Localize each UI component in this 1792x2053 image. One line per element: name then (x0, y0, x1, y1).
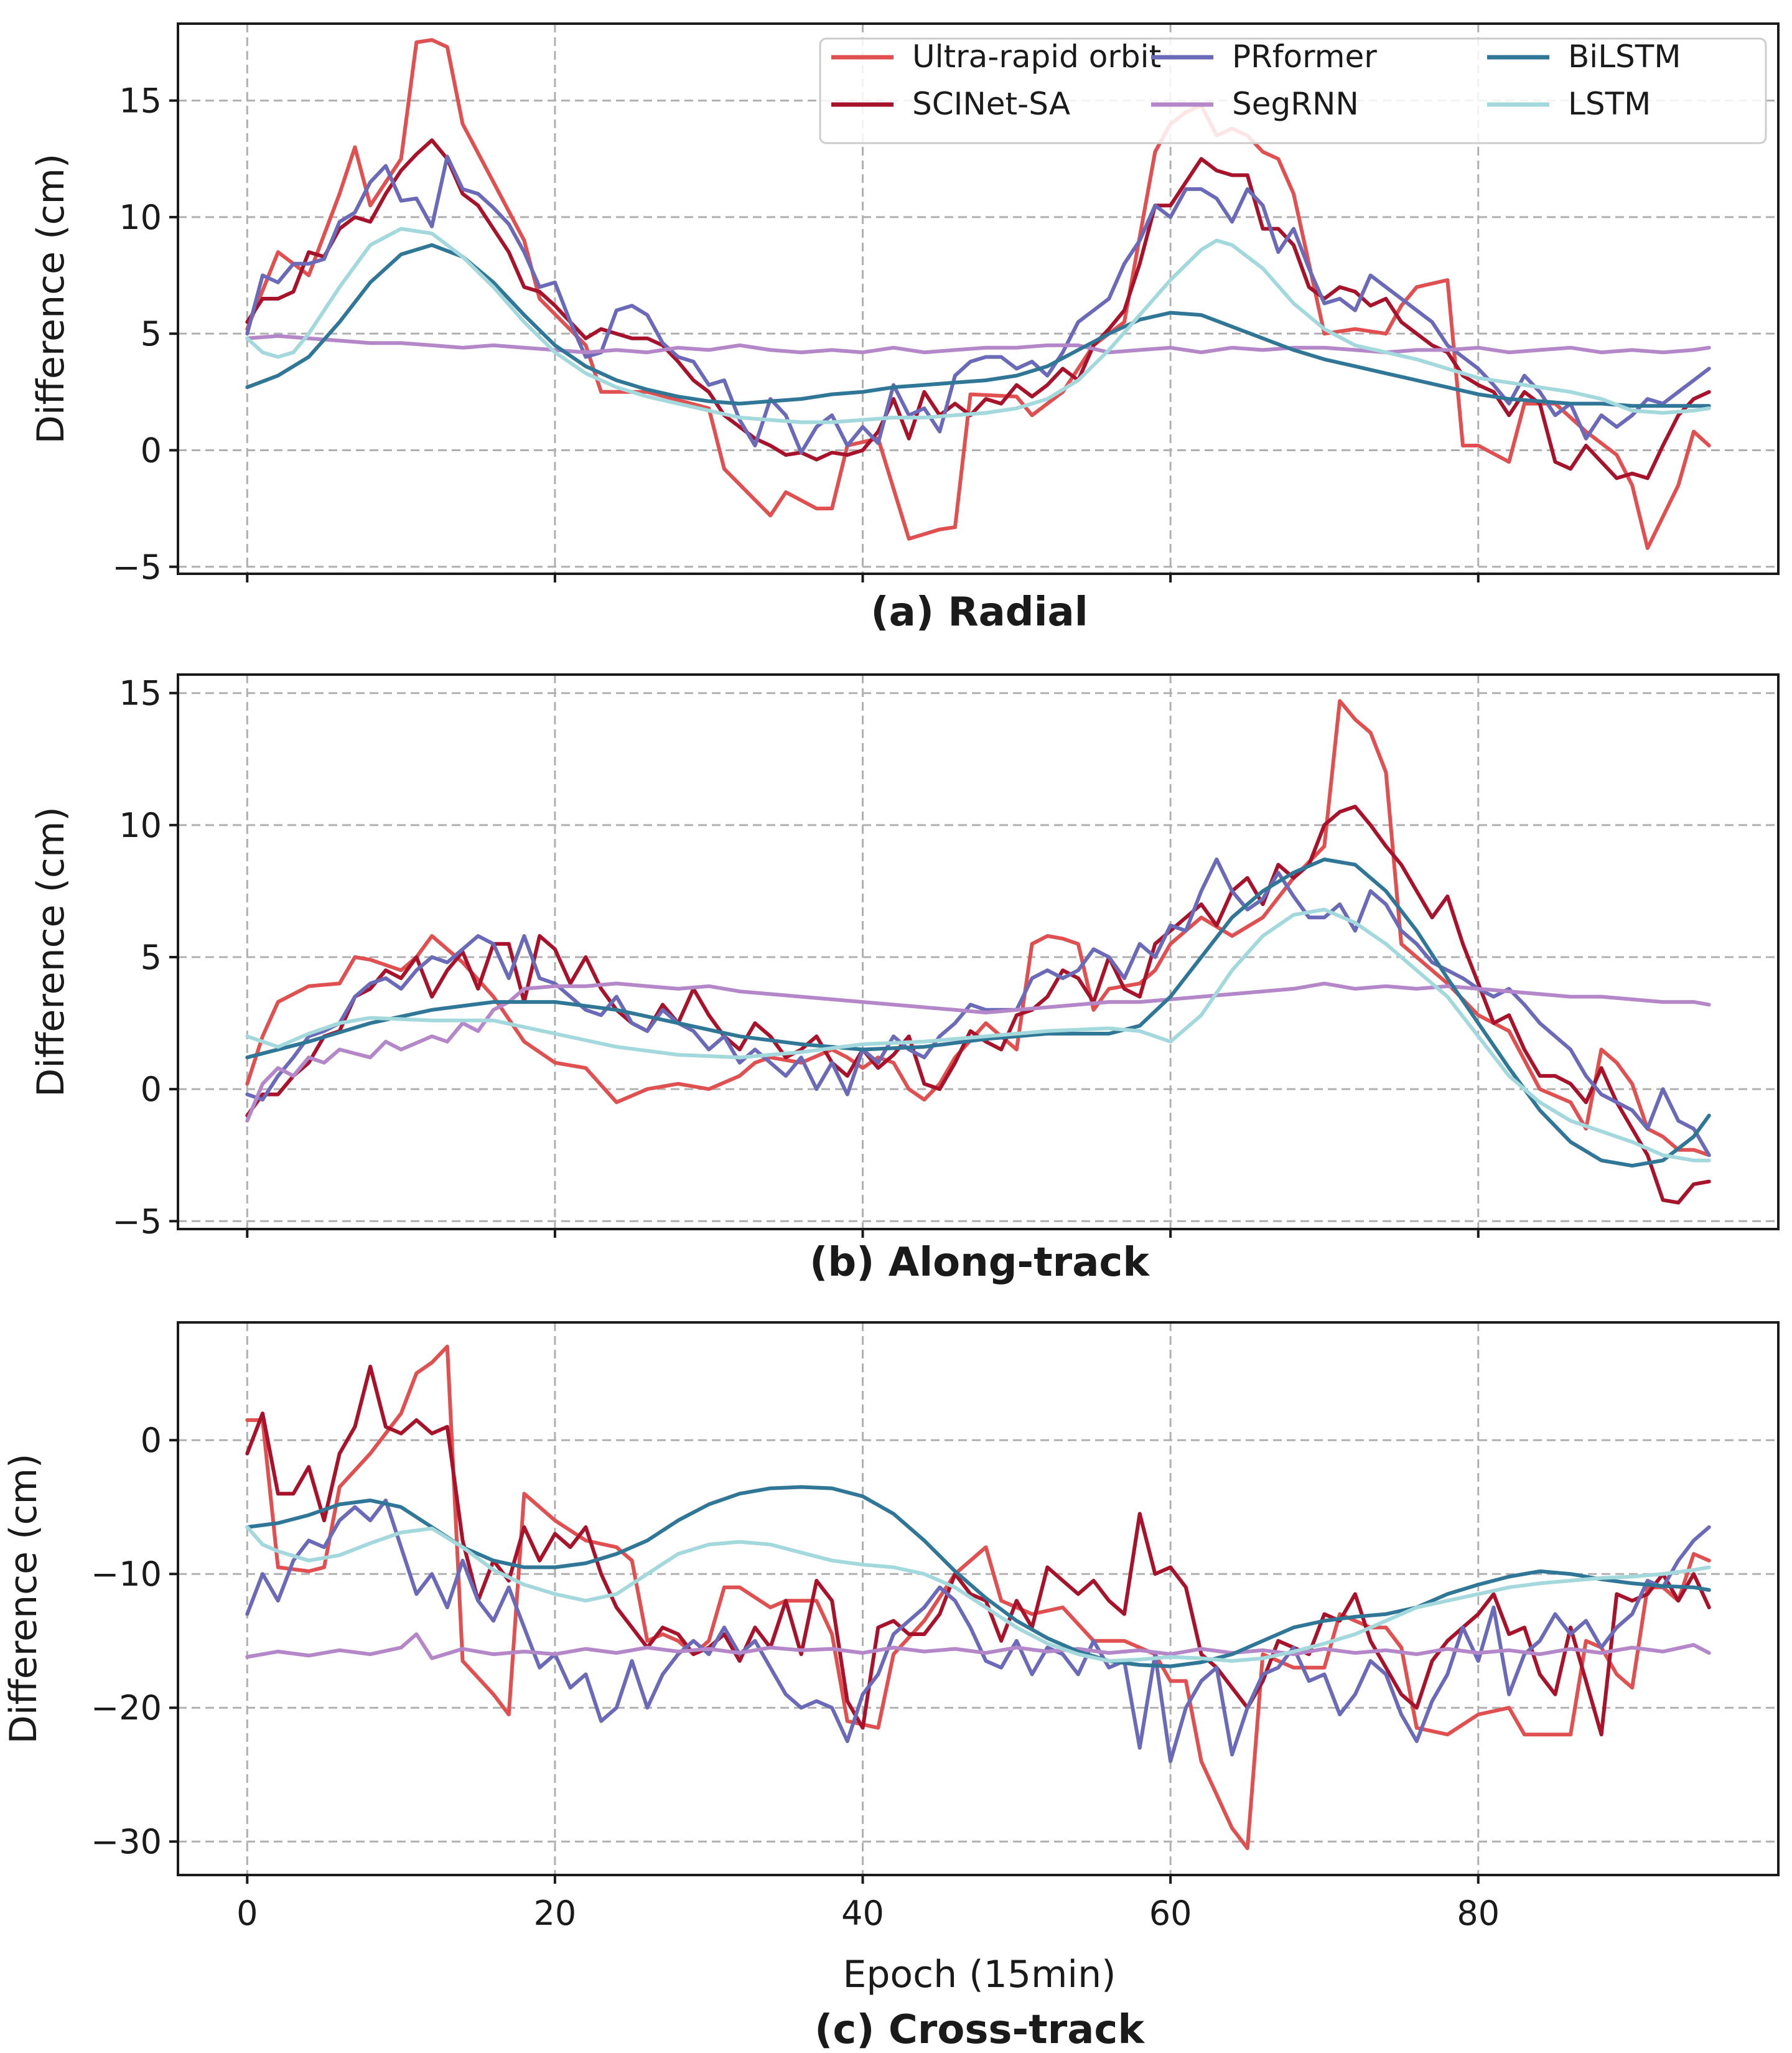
legend: Ultra-rapid orbit SCINet-SA PRformer SegRNN… (819, 37, 1767, 144)
legend-label-bilstm: BiLSTM (1568, 39, 1681, 75)
y-axis-label: Difference (cm) (29, 154, 73, 444)
series-line-lstm (245, 1525, 1711, 1663)
y-tick-label: 0 (141, 1070, 162, 1109)
series-group (245, 1344, 1711, 1850)
plot-frame (177, 673, 1780, 1230)
series-group (245, 38, 1711, 550)
x-tick-label: 80 (1457, 1894, 1500, 1933)
panel-cross: 0 −10 −20 −30 Difference (cm) 0 20 40 60 80 Epoch … (2, 1321, 1780, 2053)
y-tick-label: 10 (119, 806, 162, 845)
x-tick-label: 40 (841, 1894, 884, 1933)
y-tick-label: 0 (141, 1421, 162, 1460)
series-line-lstm (245, 227, 1711, 424)
y-tick-label: 15 (119, 674, 162, 713)
series-line-bilstm (245, 243, 1711, 408)
panel-title: (c) Cross-track (814, 2007, 1145, 2053)
x-axis-label: Epoch (15min) (842, 1953, 1116, 1996)
y-tick-label: 5 (141, 938, 162, 977)
y-tick-label: 5 (141, 314, 162, 353)
series-line-prformer (245, 154, 1711, 455)
legend-label-prformer: PRformer (1232, 39, 1377, 75)
y-tick-label: −20 (91, 1688, 162, 1728)
panel-title: (b) Along-track (810, 1240, 1150, 1286)
legend-label-scinet-sa: SCINet-SA (912, 86, 1070, 122)
series-line-ultra-rapid-orbit (245, 38, 1711, 550)
y-axis-label: Difference (cm) (2, 1454, 45, 1744)
plot-frame (177, 1321, 1780, 1876)
plot-frame (177, 22, 1780, 575)
x-tick-label: 60 (1149, 1894, 1192, 1933)
panel-along: 15 10 5 0 −5 Difference (cm) (b) Along-track (29, 673, 1780, 1286)
legend-label-lstm: LSTM (1568, 86, 1651, 122)
y-tick-label: −5 (112, 1202, 162, 1241)
y-axis-label: Difference (cm) (29, 807, 73, 1097)
panels-layer: 15 10 5 0 −5 Difference (cm) (a) Radial Ultra-r… (2, 22, 1780, 2053)
x-tick-label: 20 (534, 1894, 577, 1933)
y-tick-label: 15 (119, 82, 162, 121)
series-line-bilstm (245, 1485, 1711, 1668)
y-tick-label: −5 (112, 548, 162, 587)
x-tick-label: 0 (236, 1894, 258, 1933)
legend-label-segrnn: SegRNN (1232, 86, 1359, 122)
y-tick-label: 0 (141, 431, 162, 470)
series-line-bilstm (245, 858, 1711, 1168)
legend-label-ultra-rapid-orbit: Ultra-rapid orbit (912, 39, 1161, 75)
series-line-segrnn (245, 981, 1711, 1123)
series-line-prformer (245, 1499, 1711, 1764)
series-line-lstm (245, 907, 1711, 1162)
y-tick-label: −30 (91, 1822, 162, 1861)
series-line-segrnn (245, 334, 1711, 355)
series-group (245, 699, 1711, 1205)
y-tick-label: −10 (91, 1555, 162, 1594)
legend-box (819, 37, 1767, 144)
series-line-segrnn (245, 1632, 1711, 1660)
panel-title: (a) Radial (870, 589, 1088, 635)
series-line-prformer (245, 858, 1711, 1157)
y-tick-label: 10 (119, 198, 162, 237)
panel-radial: 15 10 5 0 −5 Difference (cm) (a) Radial Ultra-r… (29, 22, 1780, 635)
series-line-scinet-sa (245, 138, 1711, 480)
